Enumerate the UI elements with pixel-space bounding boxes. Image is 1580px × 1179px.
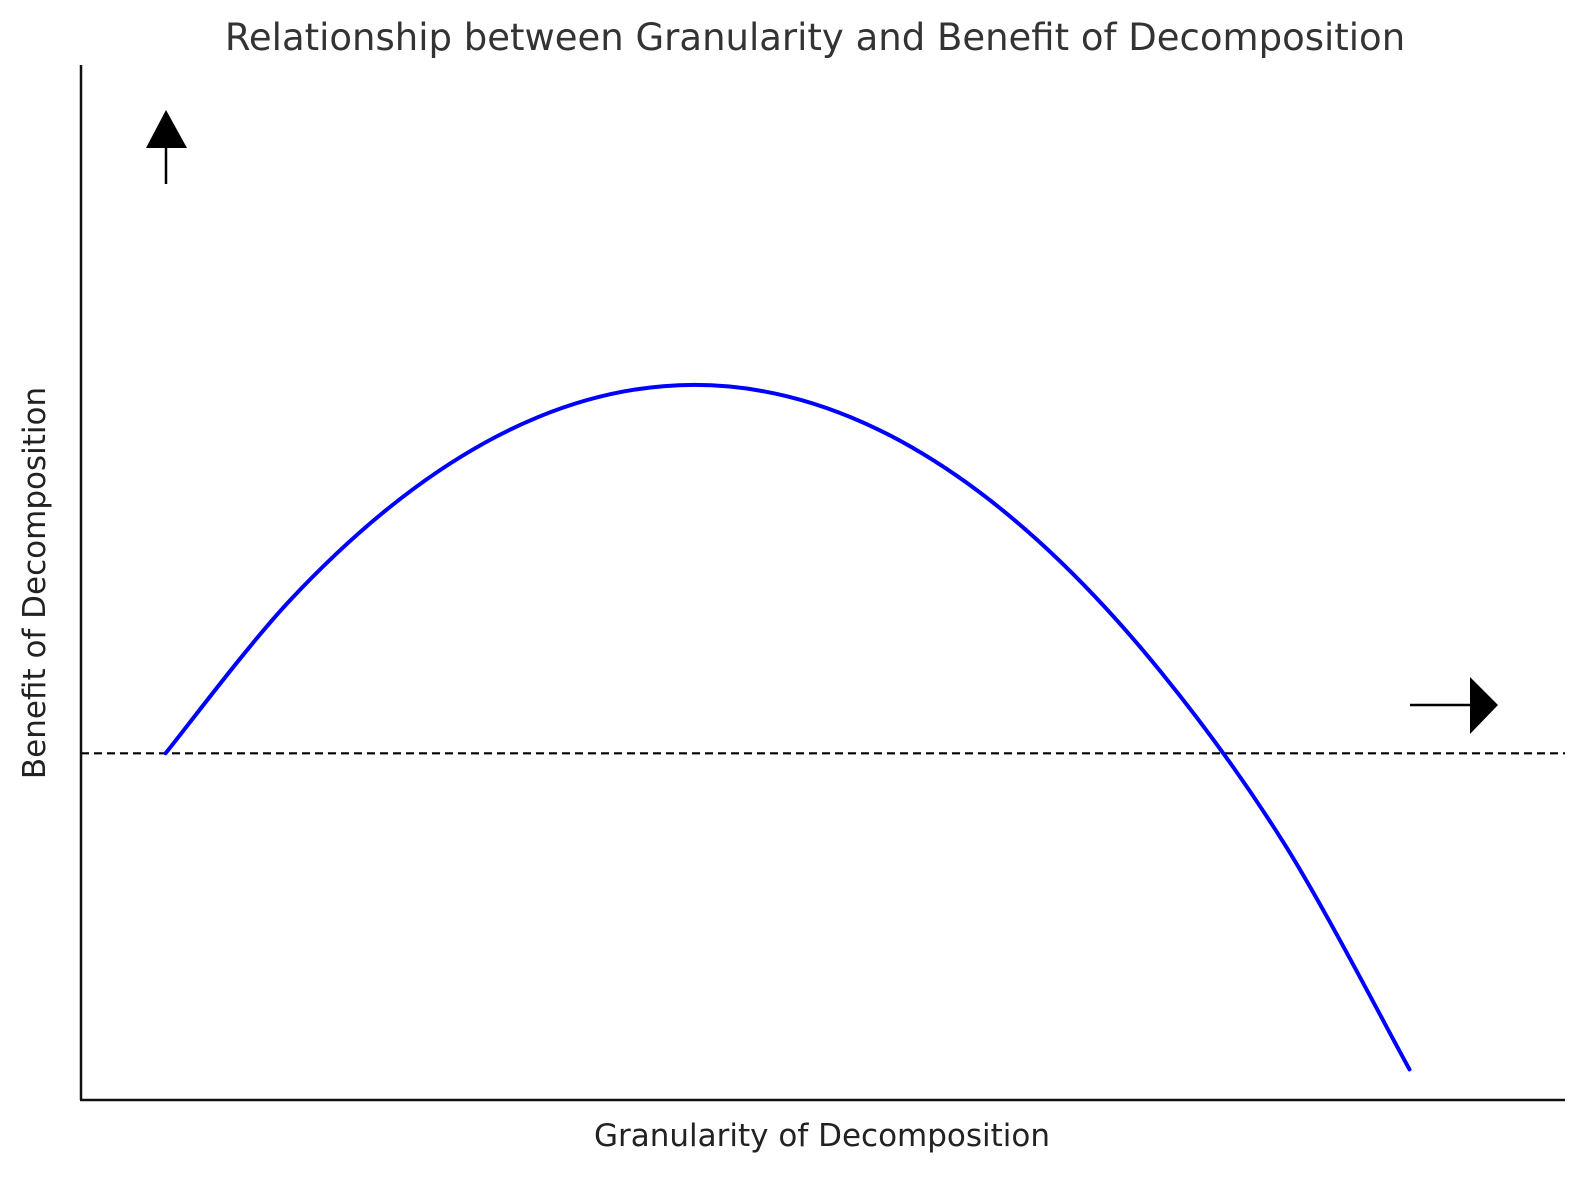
series-line-0: [163, 382, 1412, 1072]
chart-title: Relationship between Granularity and Ben…: [225, 16, 1405, 59]
arrow-up-head: [146, 110, 187, 148]
arrow-right: [1410, 677, 1498, 734]
arrow-right-head: [1470, 677, 1498, 734]
plot-area: [81, 110, 1565, 1072]
x-axis-label: Granularity of Decomposition: [594, 1118, 1050, 1154]
arrow-up: [146, 110, 187, 184]
y-axis-label: Benefit of Decomposition: [17, 387, 53, 779]
